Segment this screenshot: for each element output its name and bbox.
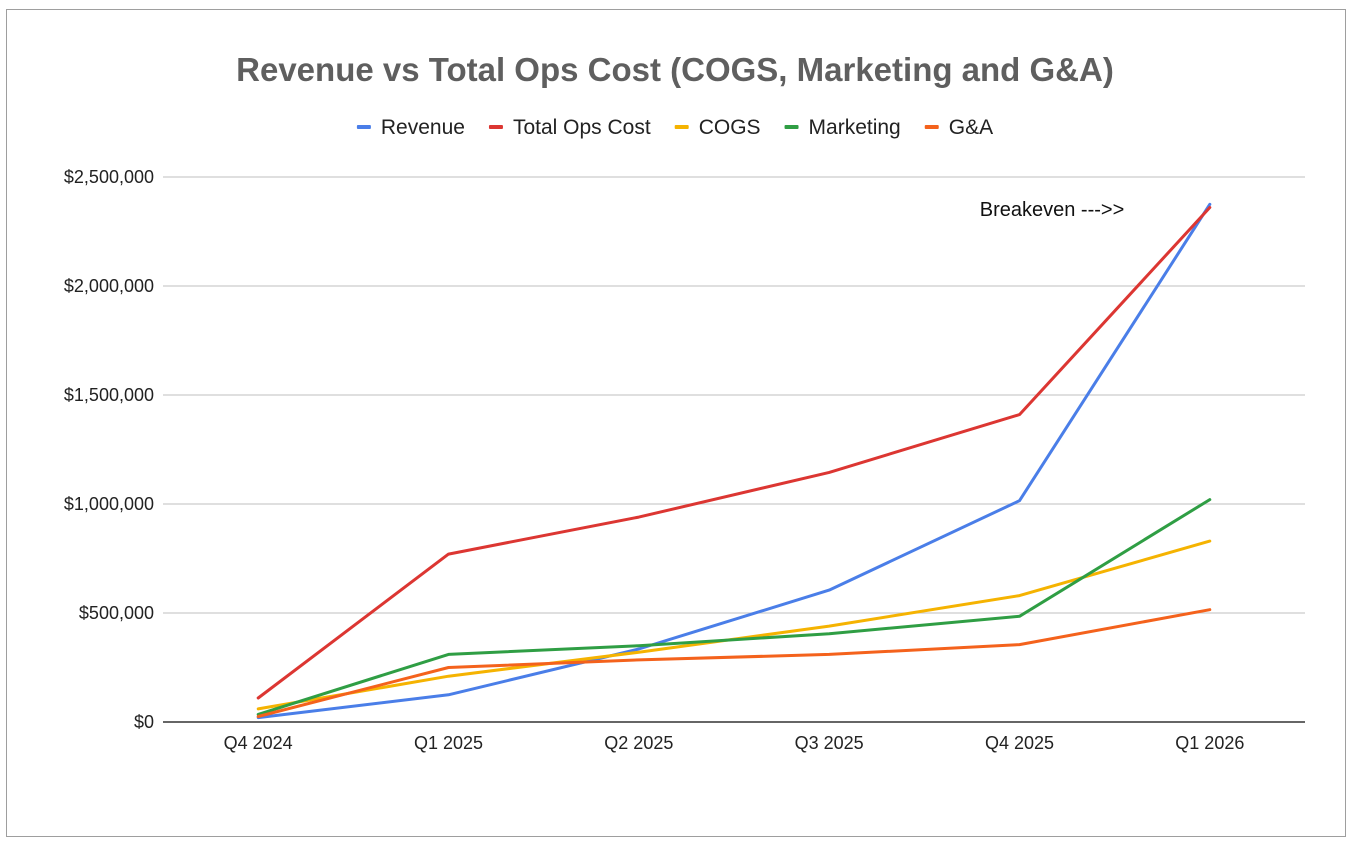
y-tick-label: $500,000	[79, 603, 154, 623]
legend-item-total-ops-cost: Total Ops Cost	[488, 116, 651, 139]
series-line-total-ops-cost	[256, 206, 1212, 700]
legend-swatch	[924, 125, 939, 129]
chart-title: Revenue vs Total Ops Cost (COGS, Marketi…	[236, 51, 1114, 88]
legend-label: COGS	[699, 116, 761, 139]
y-tick-label: $1,000,000	[64, 494, 154, 514]
series-lines	[256, 202, 1212, 720]
series-line-g-a	[256, 608, 1212, 718]
x-axis: Q4 2024 Q1 2025 Q2 2025 Q3 2025 Q4 2025 Q1 20…	[224, 733, 1245, 753]
series-line-cogs	[256, 539, 1212, 711]
legend-item-revenue: Revenue	[356, 116, 465, 139]
x-tick-label: Q3 2025	[795, 733, 864, 753]
y-tick-label: $2,000,000	[64, 276, 154, 296]
chart-legend: Revenue Total Ops Cost COGS Marketing G&A	[356, 116, 993, 139]
gridlines	[163, 176, 1305, 614]
x-tick-label: Q1 2025	[414, 733, 483, 753]
legend-label: Revenue	[381, 116, 465, 139]
annotations: Breakeven --->>	[980, 199, 1125, 221]
y-axis: $0 $500,000 $1,000,000 $1,500,000 $2,000,000…	[64, 167, 1305, 732]
series-line-marketing	[256, 498, 1212, 716]
chart-frame	[6, 9, 1346, 837]
legend-swatch	[488, 125, 503, 129]
legend-swatch	[356, 125, 371, 129]
legend-swatch	[674, 125, 689, 129]
legend-item-cogs: COGS	[674, 116, 761, 139]
legend-item-g-a: G&A	[924, 116, 993, 139]
y-tick-label: $1,500,000	[64, 385, 154, 405]
legend-label: Total Ops Cost	[513, 116, 651, 139]
legend-label: G&A	[949, 116, 993, 139]
series-line-revenue	[256, 202, 1212, 720]
legend-swatch	[784, 125, 799, 129]
legend-label: Marketing	[809, 116, 901, 139]
legend-item-marketing: Marketing	[784, 116, 901, 139]
annotation-label: Breakeven --->>	[980, 199, 1125, 221]
x-tick-label: Q4 2024	[224, 733, 293, 753]
x-tick-label: Q1 2026	[1175, 733, 1244, 753]
y-tick-label: $0	[134, 712, 154, 732]
x-tick-label: Q2 2025	[604, 733, 673, 753]
x-tick-label: Q4 2025	[985, 733, 1054, 753]
y-tick-label: $2,500,000	[64, 167, 154, 187]
